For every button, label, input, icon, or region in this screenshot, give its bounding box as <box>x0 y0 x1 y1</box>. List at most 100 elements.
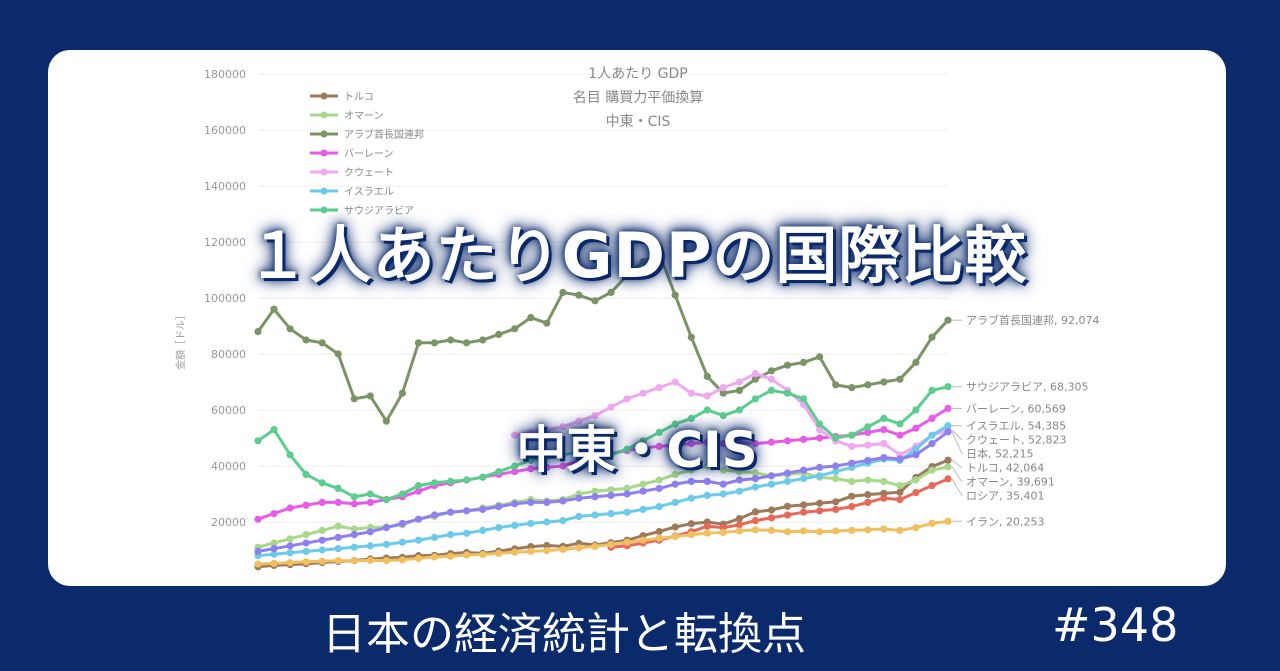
data-point <box>366 528 374 536</box>
data-point <box>735 476 744 484</box>
data-point <box>350 395 358 403</box>
series-2 <box>254 249 952 425</box>
data-point <box>671 523 679 531</box>
data-point <box>928 519 936 527</box>
data-point <box>880 378 888 386</box>
data-point <box>751 475 760 483</box>
data-point <box>816 426 824 434</box>
data-point <box>591 493 599 501</box>
data-point <box>270 550 278 558</box>
data-point <box>623 445 631 453</box>
data-point <box>286 542 294 550</box>
data-point <box>511 431 519 439</box>
data-point <box>623 272 631 280</box>
data-point <box>286 535 294 543</box>
data-point <box>270 510 278 518</box>
data-point <box>800 527 808 535</box>
data-point <box>350 543 358 551</box>
data-point <box>703 392 711 400</box>
data-point <box>864 456 872 464</box>
data-point <box>735 386 744 394</box>
data-point <box>896 482 904 490</box>
data-point <box>928 386 936 394</box>
data-point <box>495 549 503 557</box>
data-point <box>671 378 679 386</box>
end-label: トルコ, 42,064 <box>966 462 1044 475</box>
data-point <box>816 499 824 507</box>
data-point <box>864 491 872 499</box>
y-tick-label: 160000 <box>204 124 246 137</box>
data-point <box>430 339 439 347</box>
data-point <box>575 512 583 520</box>
data-point <box>511 325 519 333</box>
data-point <box>318 479 326 487</box>
data-point <box>655 484 663 492</box>
data-point <box>318 498 326 506</box>
data-point <box>559 288 567 296</box>
data-point <box>671 470 679 478</box>
data-point <box>559 423 567 431</box>
end-label: アラブ首長国連邦, 92,074 <box>966 313 1099 327</box>
data-point <box>912 476 920 484</box>
end-label: サウジアラビア, 68,305 <box>966 381 1088 394</box>
data-point <box>848 492 856 500</box>
overlay-subtitle: 中東・CIS <box>516 421 758 479</box>
data-point <box>334 484 342 492</box>
data-point <box>254 515 262 523</box>
end-label: オマーン, 39,691 <box>966 476 1055 489</box>
data-point <box>912 445 920 453</box>
data-point <box>735 527 744 535</box>
legend-label: イスラエル <box>344 186 394 198</box>
data-point <box>703 438 711 446</box>
data-point <box>543 518 551 526</box>
legend-marker <box>320 130 328 138</box>
y-axis: 20000 40000 60000 80000 100000 120000 140000 16… <box>204 68 246 529</box>
data-point <box>703 529 711 537</box>
data-point <box>912 358 920 366</box>
data-point <box>591 412 599 420</box>
series-9 <box>254 517 952 568</box>
data-point <box>270 559 278 567</box>
data-point <box>880 525 888 533</box>
legend-item: トルコ <box>310 92 374 103</box>
data-point <box>318 526 326 534</box>
data-point <box>463 339 471 347</box>
data-point <box>703 522 711 530</box>
data-point <box>575 448 583 456</box>
data-point <box>880 426 888 434</box>
data-point <box>543 463 551 471</box>
data-point <box>527 456 535 464</box>
data-point <box>270 545 278 553</box>
data-point <box>495 524 503 532</box>
data-point <box>735 515 744 523</box>
data-point <box>575 456 583 464</box>
data-point <box>463 507 471 515</box>
data-point <box>302 531 310 539</box>
end-label-leader <box>951 459 963 469</box>
legend-marker <box>320 92 328 100</box>
data-point <box>382 417 390 425</box>
data-point <box>751 440 760 448</box>
legend-label: トルコ <box>344 92 374 103</box>
data-point <box>928 414 936 422</box>
data-point <box>896 375 904 383</box>
data-point <box>832 434 840 442</box>
legend-item: オマーン <box>310 110 384 122</box>
data-point <box>783 528 792 536</box>
data-point <box>607 451 615 459</box>
data-point <box>735 406 744 414</box>
legend-item: サウジアラビア <box>310 205 414 217</box>
data-point <box>832 498 840 506</box>
data-point <box>559 497 567 505</box>
data-point <box>687 414 695 422</box>
data-point <box>607 288 615 296</box>
data-point <box>447 531 455 539</box>
data-point <box>286 325 294 333</box>
data-point <box>495 503 503 511</box>
data-point <box>703 406 711 414</box>
data-point <box>382 496 390 504</box>
data-point <box>751 375 760 383</box>
episode-number: #348 <box>1052 598 1179 652</box>
data-point <box>398 389 406 397</box>
